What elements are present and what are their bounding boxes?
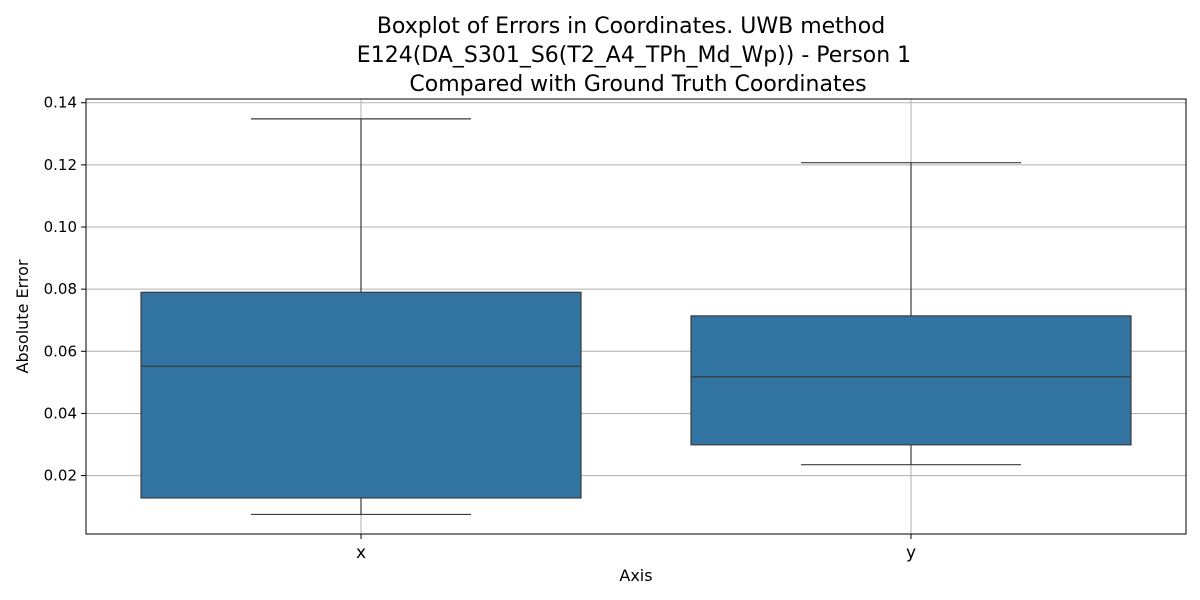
chart-title-line-3: Compared with Ground Truth Coordinates <box>409 72 866 97</box>
iqr-box <box>690 315 1132 446</box>
y-axis-ticks: 0.02 0.04 0.06 0.08 0.10 0.12 0.14 <box>44 94 86 485</box>
y-tick-label: 0.08 <box>44 280 77 298</box>
chart-title-line-2: E124(DA_S301_S6(T2_A4_TPh_Md_Wp)) - Pers… <box>357 43 911 68</box>
x-tick-label: y <box>906 543 916 563</box>
y-tick-label: 0.02 <box>44 467 77 485</box>
boxes <box>140 118 1132 516</box>
box-x <box>140 118 582 516</box>
y-tick-label: 0.04 <box>44 404 77 422</box>
iqr-box <box>140 291 582 499</box>
box-y <box>690 162 1132 466</box>
y-tick-label: 0.06 <box>44 342 77 360</box>
chart-title-line-1: Boxplot of Errors in Coordinates. UWB me… <box>377 14 885 39</box>
y-axis-label: Absolute Error <box>13 259 32 373</box>
chart-title: Boxplot of Errors in Coordinates. UWB me… <box>357 14 911 97</box>
x-axis-label: Axis <box>619 566 652 585</box>
x-tick-label: x <box>356 543 366 563</box>
plot-frame <box>85 98 1187 535</box>
y-tick-label: 0.10 <box>44 218 77 236</box>
y-tick-label: 0.14 <box>44 94 77 112</box>
y-tick-label: 0.12 <box>44 156 77 174</box>
